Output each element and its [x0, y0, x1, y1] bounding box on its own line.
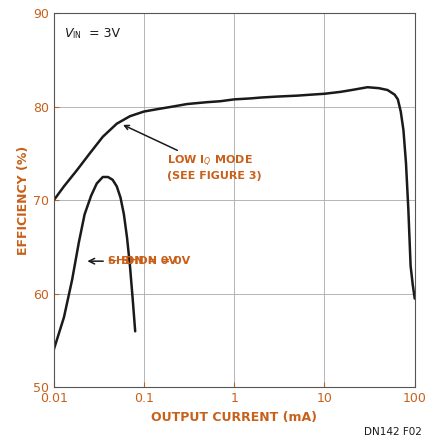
Text: $_{\mathregular{IN}}$: $_{\mathregular{IN}}$ — [72, 30, 81, 42]
Text: V: V — [64, 27, 72, 40]
Text: LOW I$_Q$ MODE
(SEE FIGURE 3): LOW I$_Q$ MODE (SEE FIGURE 3) — [124, 126, 261, 181]
Text: SHDN = 0V: SHDN = 0V — [108, 256, 177, 266]
Text: ← SHDN = 0V: ← SHDN = 0V — [108, 256, 190, 266]
X-axis label: OUTPUT CURRENT (mA): OUTPUT CURRENT (mA) — [151, 411, 316, 424]
Text: DN142 F02: DN142 F02 — [363, 426, 421, 437]
Text: = 3V: = 3V — [84, 27, 119, 40]
Y-axis label: EFFICIENCY (%): EFFICIENCY (%) — [17, 146, 30, 255]
